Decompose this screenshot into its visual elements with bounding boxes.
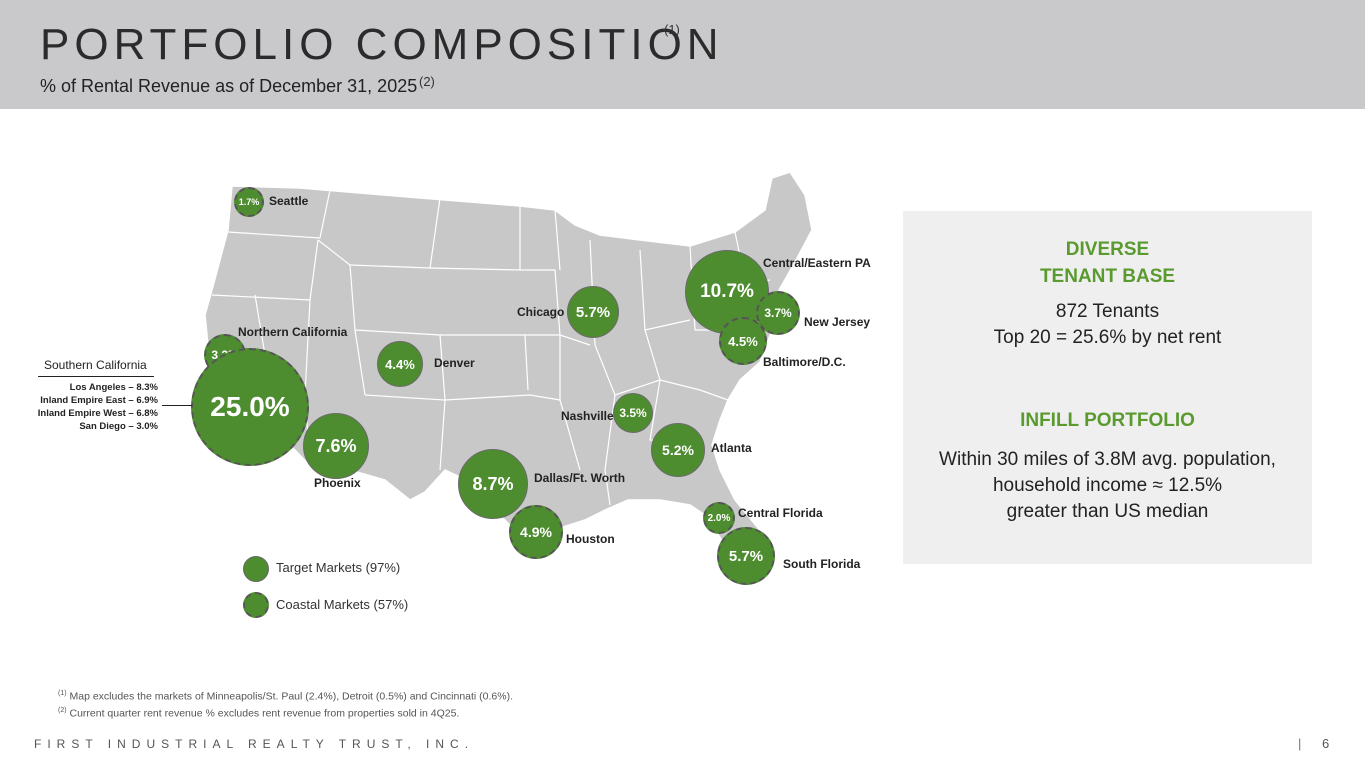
bubble-baltimore-dc: 4.5% [719, 317, 767, 365]
bubble-phoenix: 7.6% [303, 413, 369, 479]
southern-california-item: Inland Empire East – 6.9% [40, 395, 158, 406]
southern-california-item: San Diego – 3.0% [79, 421, 158, 432]
bubble-south-florida: 5.7% [717, 527, 775, 585]
label-nashville: Nashville [561, 409, 614, 423]
legend-target-icon [243, 556, 269, 582]
southern-california-connector [162, 405, 192, 406]
footer-company: FIRST INDUSTRIAL REALTY TRUST, INC. [34, 737, 475, 751]
info-panel: DIVERSE TENANT BASE 872 Tenants Top 20 =… [903, 211, 1312, 564]
label-atlanta: Atlanta [711, 441, 752, 455]
footnote-2: (2) Current quarter rent revenue % exclu… [58, 707, 460, 720]
page-number: 6 [1322, 736, 1330, 751]
footnote-1: (1) Map excludes the markets of Minneapo… [58, 690, 514, 703]
title-footnote-mark: (1) [664, 22, 680, 37]
panel-heading-tenant-base: TENANT BASE [1039, 266, 1176, 287]
label-central-florida: Central Florida [738, 506, 823, 520]
page-subtitle: % of Rental Revenue as of December 31, 2… [40, 76, 418, 96]
label-baltimore-dc: Baltimore/D.C. [763, 355, 846, 369]
label-houston: Houston [566, 532, 615, 546]
southern-california-item: Inland Empire West – 6.8% [37, 408, 158, 419]
bubble-nashville: 3.5% [613, 393, 653, 433]
label-phoenix: Phoenix [314, 476, 361, 490]
label-seattle: Seattle [269, 194, 309, 208]
bubble-dallas: 8.7% [458, 449, 528, 519]
legend-coastal-label: Coastal Markets (57%) [276, 597, 409, 612]
label-south-florida: South Florida [783, 557, 861, 571]
panel-tenants-count: 872 Tenants [1055, 301, 1160, 322]
header-band [0, 0, 1365, 109]
legend-coastal-icon [243, 592, 269, 618]
panel-infill-line1: Within 30 miles of 3.8M avg. population, [939, 449, 1276, 470]
bubble-atlanta: 5.2% [651, 423, 705, 477]
bubble-chicago: 5.7% [567, 286, 619, 338]
label-chicago: Chicago [517, 305, 565, 319]
bubble-new-jersey: 3.7% [756, 291, 800, 335]
label-new-jersey: New Jersey [804, 315, 871, 329]
page-title: PORTFOLIO COMPOSITION [40, 20, 724, 69]
panel-infill-line3: greater than US median [1006, 501, 1209, 522]
panel-heading-diverse: DIVERSE [1065, 239, 1150, 260]
label-northern-california: Northern California [238, 325, 348, 339]
bubble-houston: 4.9% [509, 505, 563, 559]
subtitle-footnote-mark: (2) [419, 74, 435, 89]
label-central-eastern-pa: Central/Eastern PA [763, 256, 871, 270]
panel-heading-infill: INFILL PORTFOLIO [1020, 410, 1195, 431]
footer-separator: | [1298, 736, 1302, 751]
panel-top20: Top 20 = 25.6% by net rent [993, 327, 1222, 348]
southern-california-item: Los Angeles – 8.3% [69, 382, 158, 393]
bubble-southern-california: 25.0% [191, 348, 309, 466]
southern-california-title: Southern California [44, 358, 147, 372]
southern-california-underline [38, 376, 154, 377]
bubble-seattle: 1.7% [234, 187, 264, 217]
legend-target-label: Target Markets (97%) [276, 560, 401, 575]
label-denver: Denver [434, 356, 475, 370]
label-dallas: Dallas/Ft. Worth [534, 471, 626, 485]
bubble-central-florida: 2.0% [703, 502, 735, 534]
bubble-denver: 4.4% [377, 341, 423, 387]
panel-infill-line2: household income ≈ 12.5% [992, 475, 1223, 496]
